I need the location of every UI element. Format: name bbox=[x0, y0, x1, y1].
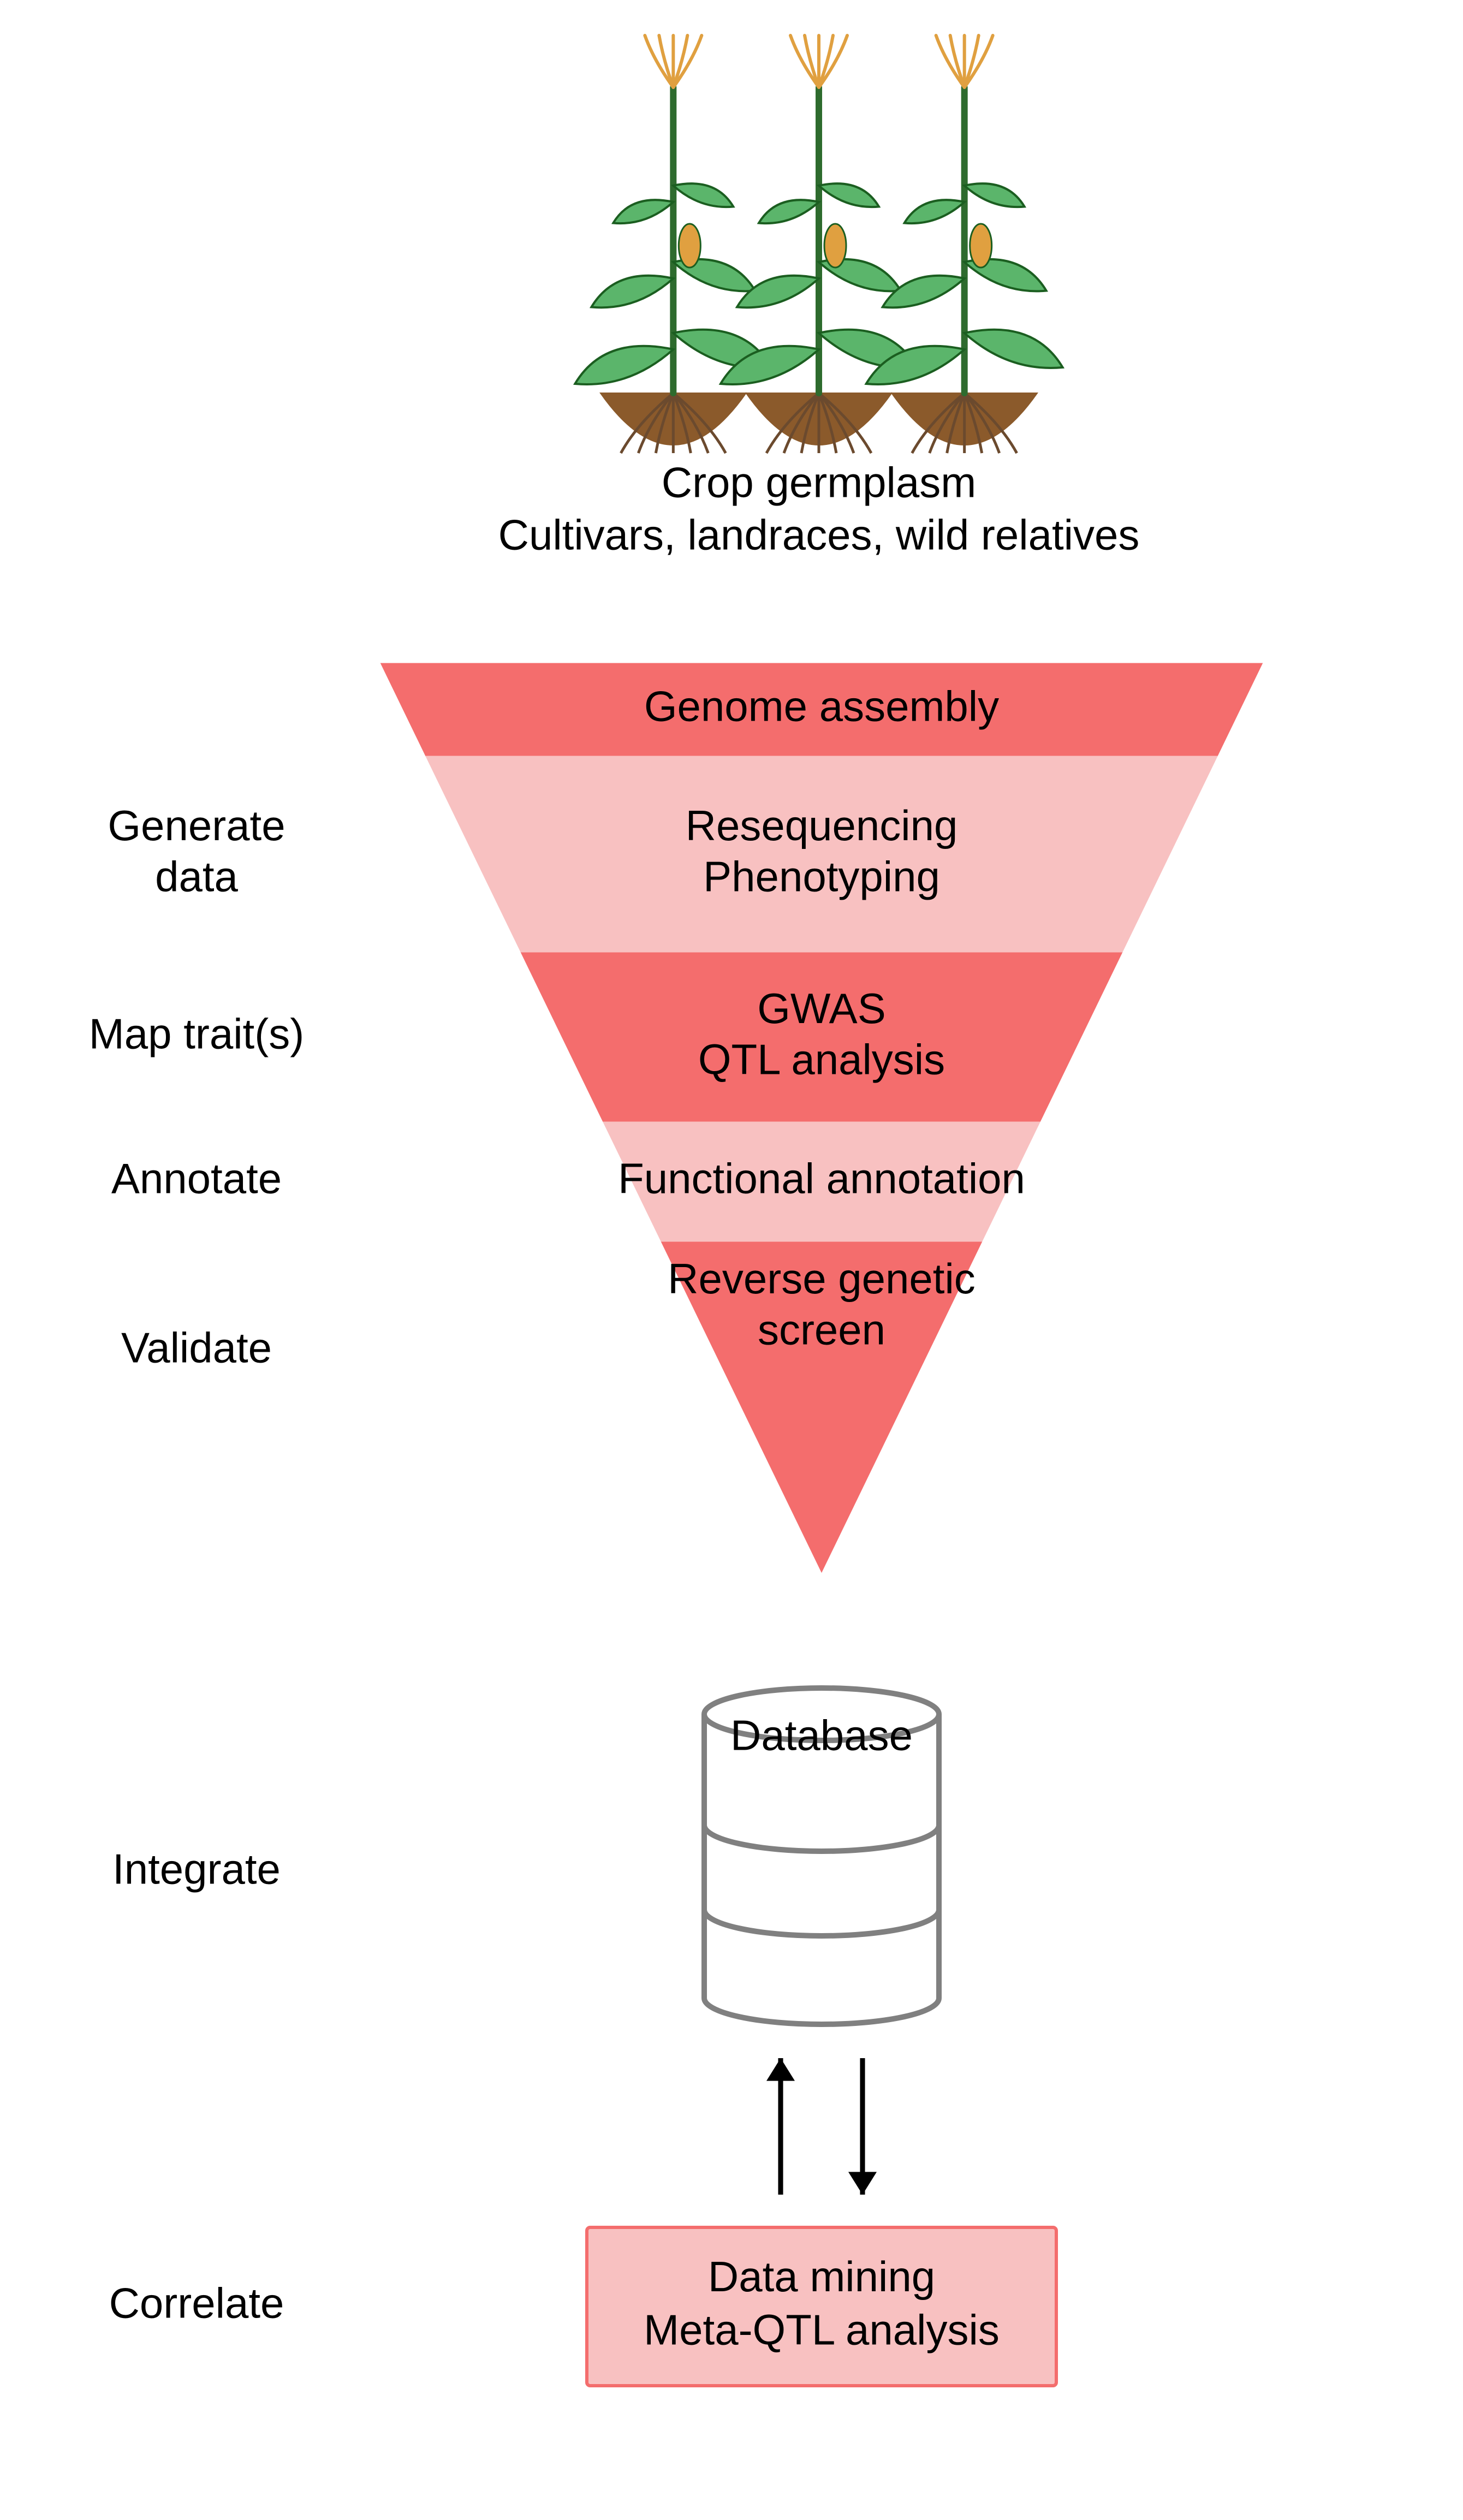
header-line1: Crop germplasm bbox=[662, 459, 977, 507]
side-label-map-0: Map trait(s) bbox=[89, 1010, 304, 1058]
funnel-label-map-0: GWAS bbox=[757, 984, 885, 1032]
box-label-0: Data mining bbox=[708, 2252, 935, 2301]
crop-plants-icon bbox=[575, 35, 1062, 453]
side-label-correlate: Correlate bbox=[109, 2279, 284, 2327]
arrow-head-down bbox=[848, 2172, 877, 2195]
side-label-validate-0: Validate bbox=[121, 1324, 272, 1372]
diagram-canvas: Crop germplasmCultivars, landraces, wild… bbox=[0, 0, 1463, 2520]
funnel-label-reseq-1: Phenotyping bbox=[703, 852, 940, 900]
funnel-label-genome-0: Genome assembly bbox=[644, 682, 999, 730]
funnel-label-validate-0: Reverse genetic bbox=[668, 1255, 976, 1303]
funnel-label-annotate-0: Functional annotation bbox=[618, 1155, 1025, 1203]
arrow-head-up bbox=[766, 2058, 795, 2081]
side-label-reseq-1: data bbox=[155, 852, 238, 900]
header-line2: Cultivars, landraces, wild relatives bbox=[498, 511, 1140, 559]
side-label-annotate-0: Annotate bbox=[111, 1155, 282, 1203]
side-label-integrate: Integrate bbox=[112, 1845, 281, 1893]
funnel-label-validate-1: screen bbox=[758, 1305, 885, 1353]
diagram-svg: Crop germplasmCultivars, landraces, wild… bbox=[0, 0, 1463, 2520]
database-label: Database bbox=[730, 1711, 913, 1760]
side-label-reseq-0: Generate bbox=[108, 801, 285, 849]
box-label-1: Meta-QTL analysis bbox=[644, 2305, 1000, 2353]
funnel-label-reseq-0: Resequencing bbox=[686, 801, 958, 849]
funnel-label-map-1: QTL analysis bbox=[698, 1035, 945, 1083]
